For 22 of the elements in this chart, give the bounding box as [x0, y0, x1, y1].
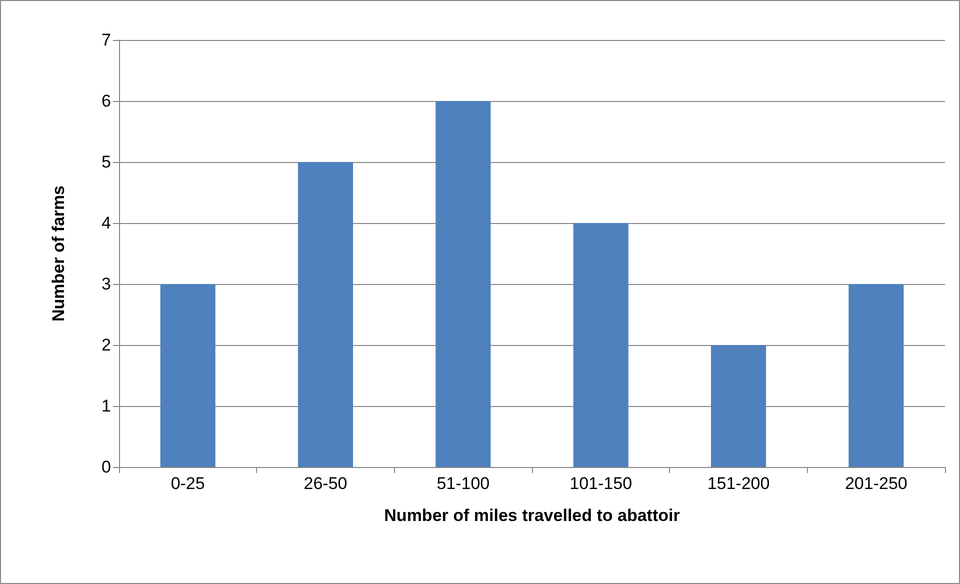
y-tick-label: 3 [102, 274, 111, 294]
bar [436, 101, 491, 467]
y-tick-label: 2 [102, 336, 111, 354]
x-tick-label: 26-50 [304, 474, 348, 493]
bar [160, 284, 216, 467]
bar [298, 162, 354, 467]
bar [848, 284, 904, 467]
x-tick-label: 101-150 [570, 474, 632, 493]
y-tick-label: 6 [102, 92, 111, 110]
x-tick-label: 151-200 [707, 474, 770, 493]
y-tick-label: 7 [102, 30, 111, 50]
y-tick-label: 4 [102, 214, 111, 232]
bar [710, 345, 766, 467]
x-tick-label: 201-250 [844, 474, 908, 493]
x-tick-label: 0-25 [170, 474, 205, 493]
y-axis-title: Number of farms [49, 185, 68, 322]
y-tick-label: 1 [102, 396, 111, 416]
bar [573, 223, 628, 467]
x-axis-title: Number of miles travelled to abattoir [384, 506, 680, 525]
y-tick-label: 5 [102, 152, 111, 172]
x-tick-label: 51-100 [436, 474, 490, 493]
y-tick-label: 0 [102, 458, 111, 476]
